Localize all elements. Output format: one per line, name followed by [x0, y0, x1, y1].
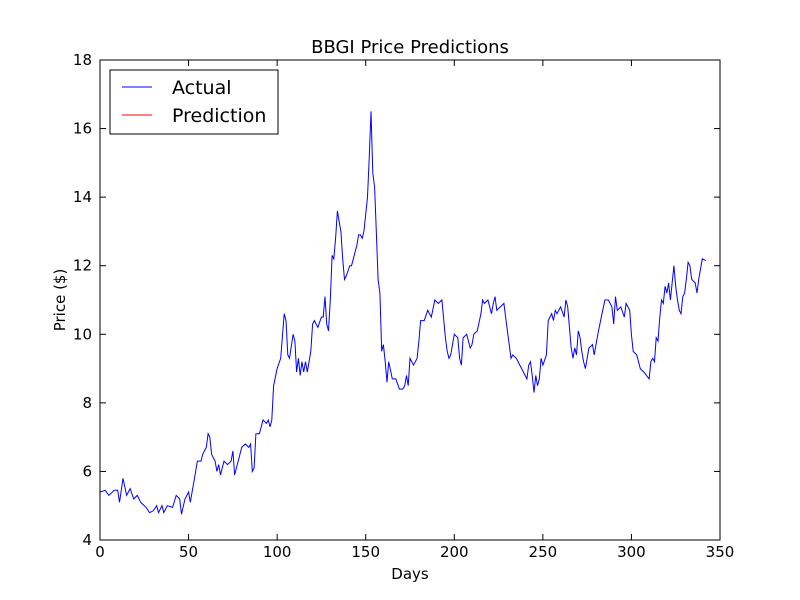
- y-tick-label: 10: [73, 325, 92, 343]
- x-tick-label: 250: [529, 543, 558, 561]
- x-tick-label: 0: [95, 543, 105, 561]
- y-axis-label: Price ($): [51, 269, 69, 332]
- x-tick-label: 350: [706, 543, 735, 561]
- x-tick-label: 300: [617, 543, 646, 561]
- data-line: [99, 111, 707, 515]
- y-tick-label: 4: [82, 531, 92, 549]
- x-tick-label: 100: [263, 543, 292, 561]
- x-axis-label: Days: [391, 565, 429, 583]
- y-tick-label: 6: [82, 462, 92, 480]
- chart-title: BBGI Price Predictions: [311, 37, 509, 58]
- legend-label: Prediction: [172, 105, 266, 127]
- y-tick-label: 12: [73, 257, 92, 275]
- legend-box: [109, 69, 279, 135]
- y-tick-label: 14: [73, 188, 92, 206]
- plot-frame: [99, 59, 721, 541]
- legend-label: Actual: [172, 77, 232, 99]
- x-tick-label: 200: [440, 543, 469, 561]
- x-tick-label: 50: [179, 543, 198, 561]
- y-tick-label: 8: [82, 394, 92, 412]
- y-tick-label: 16: [73, 120, 92, 138]
- y-tick-label: 18: [73, 51, 92, 69]
- x-tick-label: 150: [351, 543, 380, 561]
